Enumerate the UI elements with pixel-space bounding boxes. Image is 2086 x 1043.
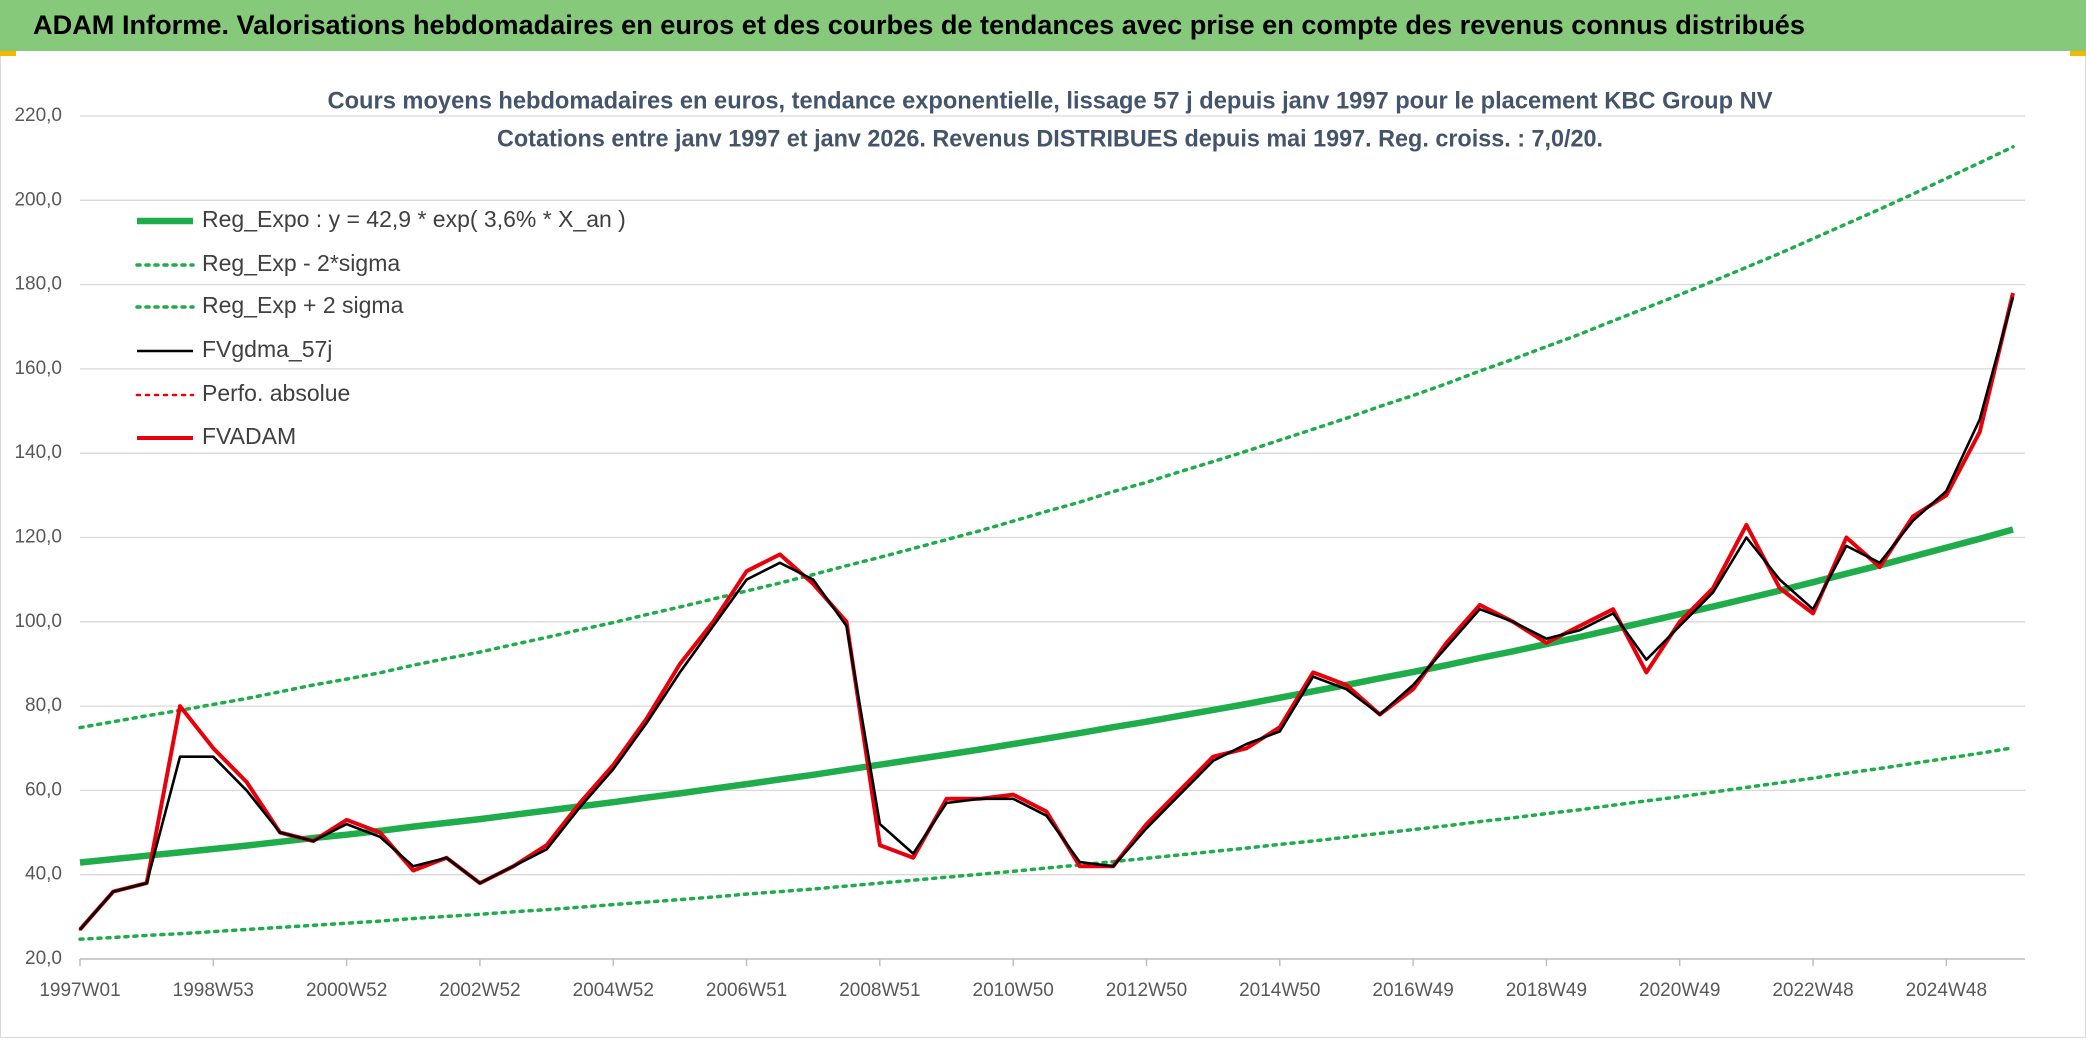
- y-tick-label: 220,0: [14, 105, 62, 126]
- series-line: [78, 145, 2015, 730]
- x-tick-label: 2008W51: [839, 980, 920, 1001]
- x-tick-label: 1998W53: [173, 980, 254, 1001]
- y-tick-label: 140,0: [14, 442, 62, 463]
- y-tick-label: 20,0: [25, 948, 62, 969]
- x-tick-label: 2014W50: [1239, 980, 1320, 1001]
- legend-label: Perfo. absolue: [202, 380, 350, 406]
- y-tick-label: 100,0: [14, 611, 62, 632]
- legend-label: Reg_Expo : y = 42,9 * exp( 3,6% * X_an ): [202, 206, 626, 232]
- grid: 20,0 40,0 60,0 80,0 100,0 120,0 140,0 160,0 180,…: [14, 105, 2025, 1001]
- x-tick-label: 2022W48: [1772, 980, 1853, 1001]
- header-bar: [0, 0, 2086, 51]
- y-tick-label: 200,0: [14, 189, 62, 210]
- x-tick-label: 2016W49: [1372, 980, 1453, 1001]
- y-tick-label: 80,0: [25, 695, 62, 716]
- x-tick-label: 2000W52: [306, 980, 387, 1001]
- x-tick-label: 2020W49: [1639, 980, 1720, 1001]
- x-tick-label: 2002W52: [439, 980, 520, 1001]
- series-line: [78, 746, 2015, 941]
- header-title: ADAM Informe. Valorisations hebdomadaire…: [33, 10, 1805, 40]
- y-tick-label: 120,0: [14, 527, 62, 548]
- chart-subtitle: Cotations entre janv 1997 et janv 2026. …: [497, 125, 1603, 152]
- x-tick-label: 2010W50: [973, 980, 1054, 1001]
- x-tick-label: 2006W51: [706, 980, 787, 1001]
- plot-lines: [78, 145, 2015, 941]
- y-tick-label: 180,0: [14, 274, 62, 295]
- x-tick-label: 2024W48: [1906, 980, 1987, 1001]
- x-tick-label: 2004W52: [573, 980, 654, 1001]
- series-line: [79, 296, 2015, 931]
- x-tick-label: 2018W49: [1506, 980, 1587, 1001]
- legend: Reg_Expo : y = 42,9 * exp( 3,6% * X_an )…: [135, 206, 626, 449]
- y-tick-label: 40,0: [25, 864, 62, 885]
- legend-label: FVADAM: [202, 423, 296, 449]
- x-tick-label: 1997W01: [39, 980, 120, 1001]
- x-tick-label: 2012W50: [1106, 980, 1187, 1001]
- legend-label: Reg_Exp + 2 sigma: [202, 292, 404, 318]
- legend-label: FVgdma_57j: [202, 336, 332, 362]
- chart-title: Cours moyens hebdomadaires en euros, ten…: [328, 87, 1773, 114]
- y-tick-label: 60,0: [25, 779, 62, 800]
- y-tick-label: 160,0: [14, 358, 62, 379]
- corner-mark: [0, 51, 16, 56]
- corner-mark: [2070, 51, 2086, 56]
- legend-label: Reg_Exp - 2*sigma: [202, 250, 400, 276]
